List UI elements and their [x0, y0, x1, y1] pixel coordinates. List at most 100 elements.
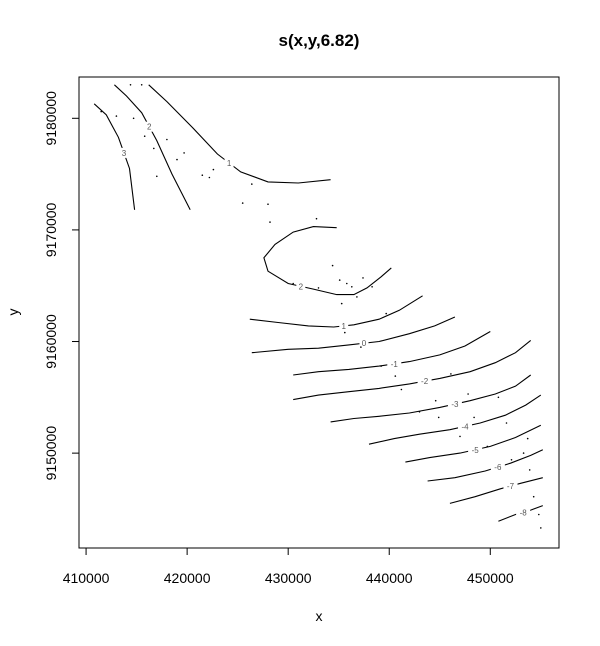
contour-line: [427, 449, 544, 482]
contour-line: [93, 103, 136, 210]
y-tick-label: 9170000: [43, 202, 59, 257]
data-point: [459, 435, 461, 438]
contour-line: [114, 84, 191, 211]
y-tick-label: 9180000: [43, 91, 59, 146]
data-point: [540, 527, 542, 529]
data-point: [497, 396, 500, 399]
data-point: [532, 495, 535, 498]
contour-label-bg: [339, 320, 349, 331]
data-point: [241, 202, 244, 204]
data-point: [400, 388, 403, 391]
data-point: [450, 373, 452, 375]
data-point: [129, 84, 132, 86]
data-point: [338, 279, 341, 281]
data-point: [360, 346, 362, 348]
data-point: [331, 264, 334, 267]
data-point: [156, 175, 158, 178]
x-tick-label: 450000: [467, 570, 514, 586]
data-point: [317, 287, 320, 289]
y-tick-label: 9150000: [43, 426, 59, 481]
contour-level-label: 0: [362, 339, 367, 348]
data-point: [434, 399, 437, 402]
data-point: [153, 147, 155, 150]
contour-label-bg: [359, 338, 369, 349]
data-point: [251, 183, 253, 185]
x-axis-label: x: [316, 608, 323, 624]
contour-label-bg: [503, 481, 518, 492]
contour-level-label: -7: [507, 482, 515, 491]
contour-level-label: -5: [472, 446, 480, 455]
data-point: [385, 312, 388, 315]
data-point: [201, 174, 204, 176]
contour-level-label: 1: [227, 159, 232, 168]
contour-label-bg: [296, 281, 306, 292]
data-points: [100, 84, 542, 529]
contour-level-label: -4: [461, 422, 469, 431]
contour-label-bg: [468, 444, 483, 455]
contour-level-label: 2: [147, 123, 152, 132]
contour-label-bg: [387, 358, 402, 369]
data-point: [340, 302, 343, 305]
contour-line: [405, 424, 542, 463]
contour-label-bg: [490, 462, 505, 473]
data-point: [269, 221, 271, 223]
contour-line: [263, 226, 392, 296]
contour-lines: [93, 84, 544, 522]
x-tick-label: 440000: [366, 570, 413, 586]
data-point: [362, 277, 364, 279]
plot-frame: [78, 76, 560, 549]
data-point: [346, 282, 348, 285]
contour-label-bg: [417, 376, 432, 387]
contour-label-bg: [144, 121, 154, 132]
data-point: [510, 459, 513, 461]
contour-level-label: 3: [122, 149, 127, 158]
data-point: [132, 117, 135, 120]
data-point: [115, 115, 118, 117]
data-point: [183, 152, 185, 154]
data-point: [212, 168, 215, 171]
contour-label-bg: [458, 421, 473, 432]
contour-level-label: -8: [520, 508, 528, 517]
contour-labels: 3 2 1 2 1 0 -1 -2 -3 -4 -5 -6 -7 -8: [119, 121, 531, 518]
contour-label-bg: [516, 507, 531, 518]
x-tick-label: 420000: [164, 570, 211, 586]
contour-level-label: -3: [451, 400, 459, 409]
data-point: [208, 176, 211, 179]
data-point: [380, 365, 382, 367]
x-tick-label: 410000: [63, 570, 110, 586]
data-point: [356, 296, 358, 298]
data-point: [505, 422, 508, 424]
data-point: [522, 452, 525, 454]
contour-level-label: -1: [391, 360, 399, 369]
data-point: [418, 411, 421, 413]
data-point: [526, 437, 529, 440]
contour-label-bg: [447, 399, 462, 410]
y-axis-label: y: [5, 309, 21, 316]
data-point: [467, 393, 469, 395]
data-point: [371, 286, 373, 288]
data-point: [394, 375, 397, 377]
contour-line: [251, 316, 456, 354]
contour-label-bg: [119, 147, 129, 158]
contour-line: [449, 477, 543, 504]
data-point: [100, 110, 102, 113]
data-point: [176, 158, 178, 161]
data-point: [344, 331, 346, 334]
contour-line: [249, 295, 423, 328]
data-point: [486, 445, 489, 448]
x-axis: 410000 420000 430000 440000 450000: [63, 547, 514, 586]
contour-level-label: -2: [421, 377, 429, 386]
contour-line: [330, 374, 532, 423]
data-point: [166, 138, 168, 141]
data-point: [315, 217, 318, 220]
contour-label-bg: [224, 157, 234, 168]
contour-line: [293, 339, 532, 401]
contour-level-label: -6: [494, 463, 502, 472]
data-point: [292, 282, 295, 285]
data-point: [143, 135, 146, 137]
data-point: [351, 286, 353, 288]
contour-level-label: 2: [299, 282, 304, 291]
data-point: [267, 203, 269, 205]
data-point: [437, 416, 440, 419]
